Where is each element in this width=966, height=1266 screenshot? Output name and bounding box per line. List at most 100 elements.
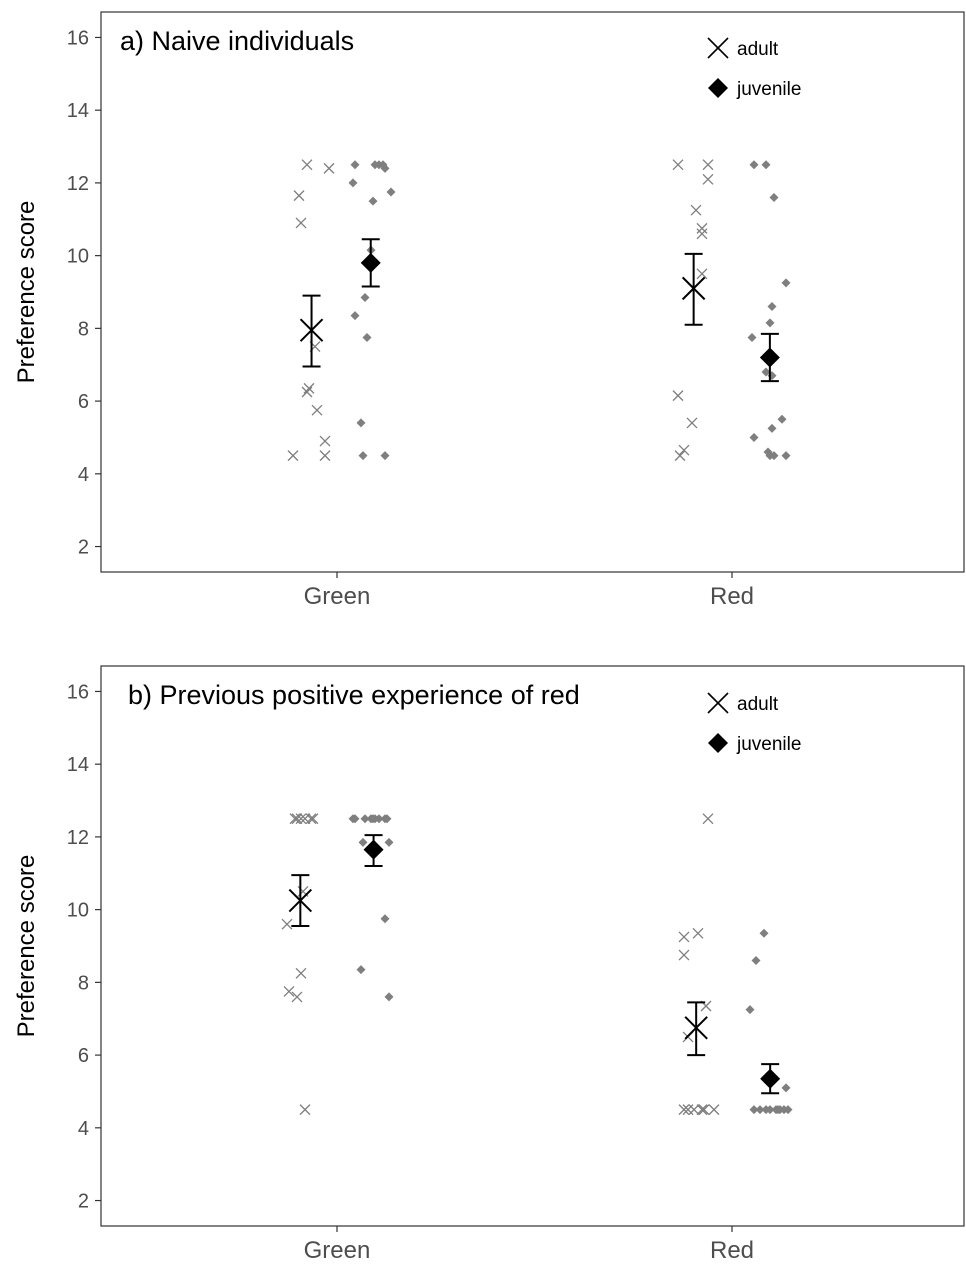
adult-point-marker-stroke-b [295,813,307,825]
y-tick-label: 12 [67,173,89,195]
legend-adult-marker-stroke-b [707,37,729,59]
adult-point-marker [678,931,690,943]
adult-point-marker-stroke-b [674,450,686,462]
adult-point-marker [301,386,313,398]
juvenile-point-marker [759,928,769,938]
adult-point-marker-stroke-b [692,927,704,939]
juvenile-point-marker [767,302,777,312]
adult-mean-marker [299,318,324,342]
adult-point-marker-stroke-b [319,450,331,462]
juvenile-point-marker [350,160,360,170]
adult-point-marker-stroke-b [299,1104,311,1116]
y-tick-label: 12 [67,827,89,849]
adult-point-marker-stroke-b [686,417,698,429]
adult-point-marker [291,813,303,825]
juvenile-point-marker [360,814,370,824]
legend-adult-marker [707,37,729,59]
adult-point-marker [678,1104,690,1116]
adult-point-marker-stroke-b [698,1104,710,1116]
adult-point-marker-stroke-b [319,435,331,447]
adult-point-marker-stroke-b [696,228,708,240]
adult-point-marker-stroke-b [696,268,708,280]
adult-point-marker-stroke-b [702,173,714,185]
adult-point-marker-stroke-b [323,162,335,174]
x-category-label-green: Green [304,583,371,610]
juvenile-point-marker [749,432,759,442]
legend-adult-label: adult [737,39,779,60]
adult-point-marker-stroke-b [678,1104,690,1116]
x-category-label-red: Red [710,1237,754,1261]
juvenile-point-marker [781,278,791,288]
juvenile-mean-marker [759,347,780,368]
y-tick-label: 6 [78,1045,89,1067]
adult-point-marker-stroke-b [678,949,690,961]
legend: adult juvenile [707,37,801,100]
adult-point-marker [688,1104,700,1116]
adult-point-marker-stroke-b [303,382,315,394]
adult-point-marker [311,404,323,416]
juvenile-point-marker [350,311,360,321]
adult-point-marker [299,1104,311,1116]
adult-point-marker [319,450,331,462]
adult-point-marker-stroke-b [678,444,690,456]
adult-point-marker [672,159,684,171]
juvenile-mean-marker [363,839,384,860]
adult-point-marker [690,204,702,216]
adult-point-marker-stroke-b [311,404,323,416]
adult-point-marker [708,1104,720,1116]
juvenile-point-marker [360,292,370,302]
plot-frame [100,11,965,573]
adult-point-marker-stroke-b [295,967,307,979]
juvenile-point-marker [380,914,390,924]
adult-point-marker [674,450,686,462]
y-tick-label: 4 [78,464,89,486]
juvenile-point-marker [362,332,372,342]
y-tick-label: 8 [78,318,89,340]
adult-point-marker [295,967,307,979]
y-tick-label: 2 [78,537,89,559]
adult-mean-marker-stroke-b [288,888,313,913]
adult-mean-marker-stroke-b [299,318,324,342]
adult-point-marker-stroke-b [281,918,293,930]
juvenile-point-marker [749,160,759,170]
adult-point-marker-stroke-b [291,991,303,1003]
chart-panel-b: 2 4 6 8 10 12 14 16 Green Red Preference score b) P… [13,665,965,1264]
legend-juvenile-marker [708,733,728,753]
adult-point-marker [698,1104,710,1116]
adult-point-marker [678,949,690,961]
adult-point-marker [293,190,305,202]
x-category-label-red: Red [710,583,754,610]
juvenile-point-marker [747,332,757,342]
legend-adult-marker-stroke-b [707,692,729,714]
adult-point-marker [696,1104,708,1116]
adult-point-marker-stroke-b [702,813,714,825]
series-juvenile [348,160,791,461]
adult-point-marker [692,927,704,939]
adult-point-marker-stroke-b [678,931,690,943]
juvenile-point-marker [783,1105,793,1115]
adult-point-marker [295,813,307,825]
adult-point-marker [686,417,698,429]
adult-point-marker [696,228,708,240]
juvenile-point-marker [356,418,366,428]
y-tick-label: 6 [78,391,89,413]
adult-point-marker-stroke-b [696,1104,708,1116]
juvenile-point-marker [761,160,771,170]
adult-mean-marker-stroke-b [684,1016,708,1040]
adult-point-marker-stroke-b [295,217,307,229]
series-juvenile [348,814,793,1115]
adult-point-marker [702,173,714,185]
adult-point-marker-stroke-b [291,813,303,825]
juvenile-mean-marker [760,1068,781,1089]
adult-point-marker-stroke-b [307,813,319,825]
adult-point-marker [696,222,708,234]
juvenile-point-marker [745,1005,755,1015]
adult-point-marker-stroke-b [287,450,299,462]
adult-point-marker-stroke-b [702,159,714,171]
series-adult [281,813,720,1116]
panel-title: a) Naive individuals [120,26,354,56]
adult-point-marker-stroke-b [301,159,313,171]
juvenile-point-marker [765,318,775,328]
panel-title: b) Previous positive experience of red [128,680,580,710]
